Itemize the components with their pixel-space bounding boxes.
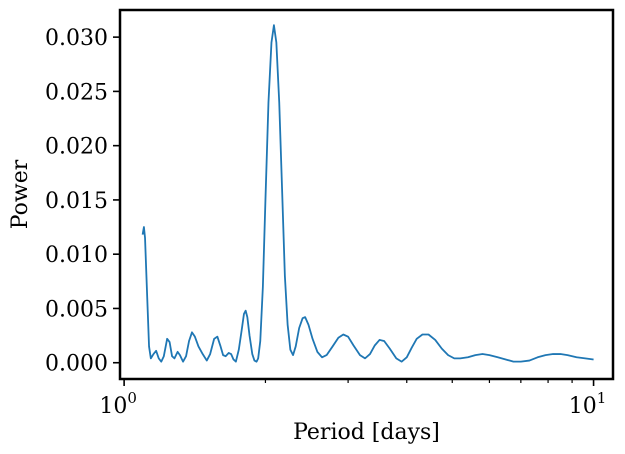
x-major-ticks: 100 101 — [99, 379, 606, 419]
x-tick-label: 101 — [569, 389, 607, 419]
y-tick-label: 0.030 — [45, 26, 108, 51]
y-tick-label: 0.000 — [45, 352, 108, 377]
y-tick-label: 0.005 — [45, 297, 108, 322]
plot-frame — [118, 8, 615, 381]
x-tick-label: 100 — [99, 389, 137, 419]
y-tick-label: 0.010 — [45, 243, 108, 268]
x-axis-title: Period [days] — [293, 420, 440, 445]
y-tick-label: 0.015 — [45, 189, 108, 214]
y-ticks: 0.000 0.005 0.010 0.015 0.020 0.025 0.030 — [45, 26, 120, 377]
y-tick-label: 0.020 — [45, 135, 108, 160]
y-tick-label: 0.025 — [45, 80, 108, 105]
y-axis-title: Power — [8, 159, 33, 229]
power-series-line — [141, 24, 594, 363]
